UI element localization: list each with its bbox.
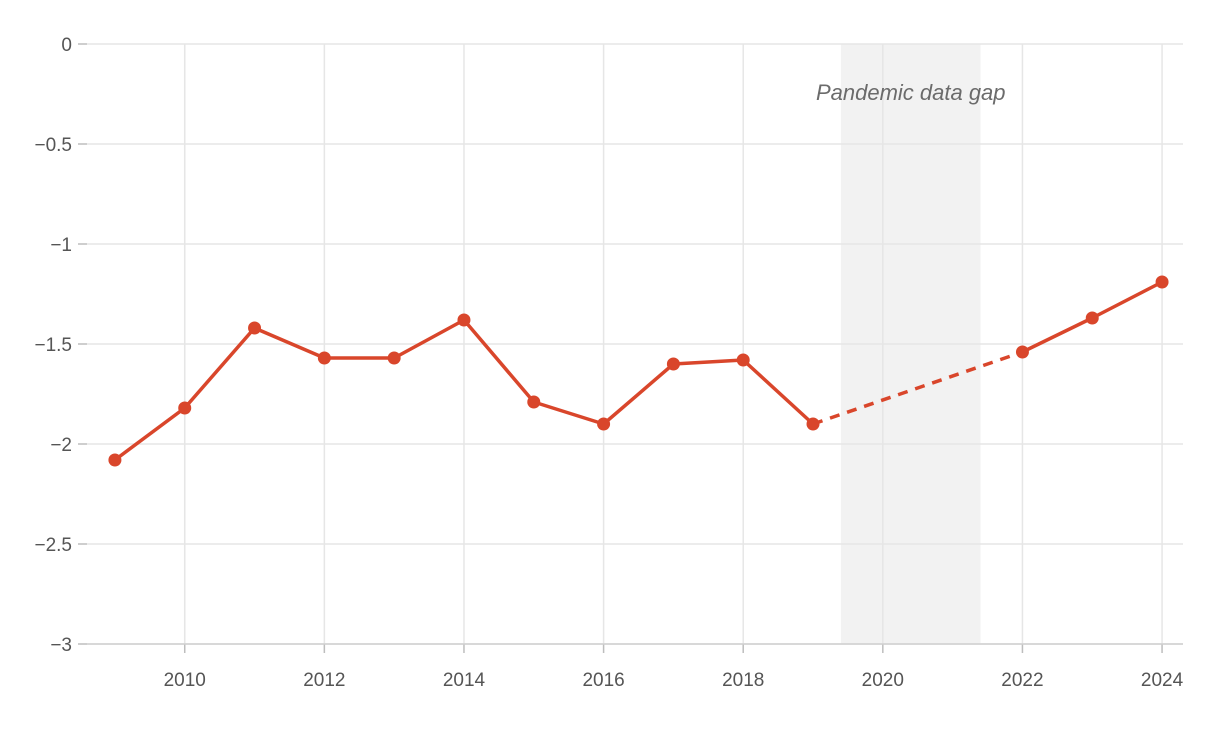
y-tick-label: −2.5 xyxy=(34,535,72,556)
data-point xyxy=(248,321,262,335)
data-point xyxy=(736,353,750,367)
y-tick-label: −1 xyxy=(50,235,72,256)
data-point xyxy=(527,395,541,409)
series-lines xyxy=(113,280,1164,462)
data-point xyxy=(108,453,122,467)
data-point xyxy=(317,351,331,365)
x-tick-label: 2018 xyxy=(722,670,764,691)
shaded-region-label: Pandemic data gap xyxy=(816,80,1006,105)
y-tick-label: 0 xyxy=(61,35,72,56)
x-tick-label: 2020 xyxy=(862,670,904,691)
y-tick-label: −0.5 xyxy=(34,135,72,156)
x-tick-label: 2014 xyxy=(443,670,486,691)
x-tick-label: 2010 xyxy=(164,670,206,691)
data-point xyxy=(1015,345,1029,359)
x-tick-label: 2024 xyxy=(1141,670,1184,691)
data-point xyxy=(1155,275,1169,289)
y-tick-label: −3 xyxy=(50,635,72,656)
axes xyxy=(78,43,1183,653)
data-point xyxy=(1085,311,1099,325)
data-point xyxy=(178,401,192,415)
series-gap-dashed-line xyxy=(812,350,1024,426)
y-tick-label: −2 xyxy=(50,435,72,456)
data-point xyxy=(457,313,471,327)
series-points xyxy=(108,275,1169,467)
y-tick-label: −1.5 xyxy=(34,335,72,356)
data-point xyxy=(597,417,611,431)
x-tick-label: 2012 xyxy=(303,670,345,691)
data-point xyxy=(387,351,401,365)
data-point xyxy=(666,357,680,371)
data-point xyxy=(806,417,820,431)
gridlines xyxy=(87,43,1183,645)
x-tick-label: 2022 xyxy=(1001,670,1043,691)
labels: 0 −0.5 −1 −1.5 −2 −2.5 −3 2010 2012 2014 2016 2018 2… xyxy=(34,35,1183,691)
x-tick-label: 2016 xyxy=(582,670,624,691)
